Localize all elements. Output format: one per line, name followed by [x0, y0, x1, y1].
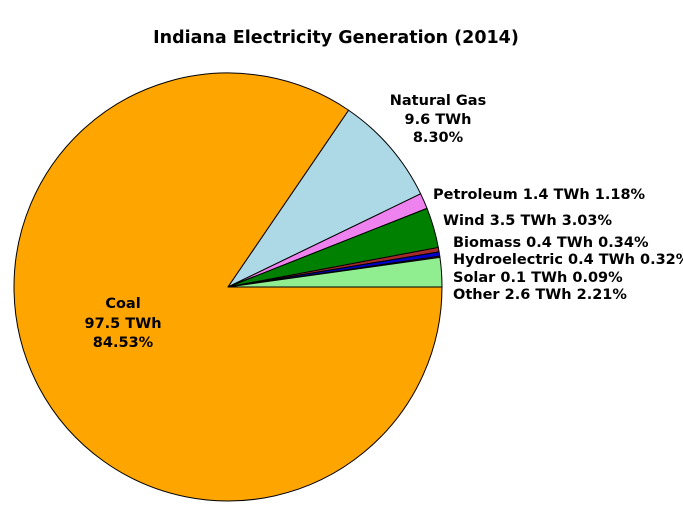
- slice-label-coal: Coal 97.5 TWh 84.53%: [53, 295, 193, 354]
- slice-label-natural-gas-value: 9.6 TWh: [404, 111, 472, 128]
- slice-label-petroleum-text: Petroleum 1.4 TWh 1.18%: [433, 187, 646, 203]
- pie-slice-natural-gas: [227, 109, 422, 288]
- slice-label-natural-gas: Natural Gas 9.6 TWh 8.30%: [378, 92, 498, 148]
- slice-label-coal-pct: 84.53%: [92, 335, 154, 351]
- slice-label-coal-name: Coal: [105, 296, 141, 312]
- slice-label-hydroelectric-text: Hydroelectric 0.4 TWh 0.32%: [453, 252, 683, 268]
- slice-label-solar: Solar 0.1 TWh 0.09%: [453, 269, 623, 287]
- slice-label-natural-gas-name: Natural Gas: [389, 93, 487, 109]
- slice-label-wind-text: Wind 3.5 TWh 3.03%: [443, 213, 613, 229]
- slice-label-solar-text: Solar 0.1 TWh 0.09%: [453, 270, 623, 286]
- slice-label-petroleum: Petroleum 1.4 TWh 1.18%: [433, 186, 645, 204]
- slice-label-other-text: Other 2.6 TWh 2.21%: [453, 287, 627, 303]
- slice-label-coal-value: 97.5 TWh: [84, 315, 162, 332]
- pie-slice-other: [227, 256, 443, 288]
- chart-title: Indiana Electricity Generation (2014): [153, 28, 519, 48]
- slice-label-natural-gas-pct: 8.30%: [412, 130, 464, 146]
- slice-label-other: Other 2.6 TWh 2.21%: [453, 286, 627, 304]
- slice-label-biomass: Biomass 0.4 TWh 0.34%: [453, 234, 648, 252]
- slice-label-biomass-text: Biomass 0.4 TWh 0.34%: [453, 235, 649, 251]
- slice-label-hydroelectric: Hydroelectric 0.4 TWh 0.32%: [453, 251, 683, 269]
- slice-label-wind: Wind 3.5 TWh 3.03%: [443, 212, 612, 230]
